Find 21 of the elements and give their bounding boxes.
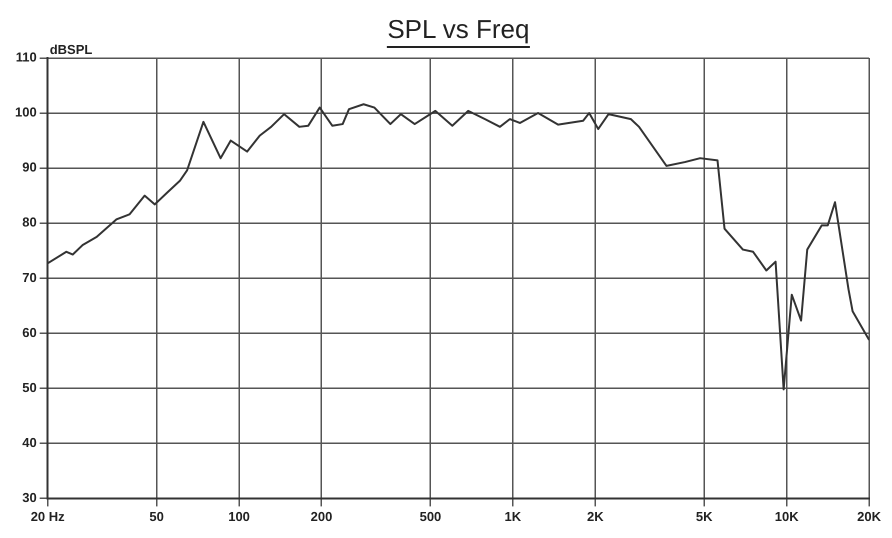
x-tick-label: 50 xyxy=(149,508,164,524)
chart-title: SPL vs Freq xyxy=(387,14,530,44)
x-tick-label: 20 Hz xyxy=(30,508,66,524)
y-tick-label: 30 xyxy=(22,490,37,505)
x-tick-label: 500 xyxy=(420,508,442,524)
y-axis-title: dBSPL xyxy=(50,42,92,58)
y-tick-label: 50 xyxy=(22,380,37,395)
y-tick-label: 70 xyxy=(22,270,37,285)
y-tick-label: 40 xyxy=(22,434,37,450)
y-tick-label: 90 xyxy=(22,160,37,175)
x-tick-label: 20K xyxy=(857,508,882,524)
y-tick-label: 80 xyxy=(22,214,37,230)
x-tick-label: 2K xyxy=(586,508,604,524)
x-tick-label: 5K xyxy=(696,508,714,524)
x-tick-label: 1K xyxy=(504,508,522,524)
y-tick-label: 110 xyxy=(16,50,37,65)
x-tick-label: 10K xyxy=(774,508,800,524)
x-tick-label: 200 xyxy=(310,508,332,524)
y-tick-label: 60 xyxy=(22,324,37,340)
y-tick-label: 100 xyxy=(14,104,37,120)
x-tick-label: 100 xyxy=(228,508,250,524)
